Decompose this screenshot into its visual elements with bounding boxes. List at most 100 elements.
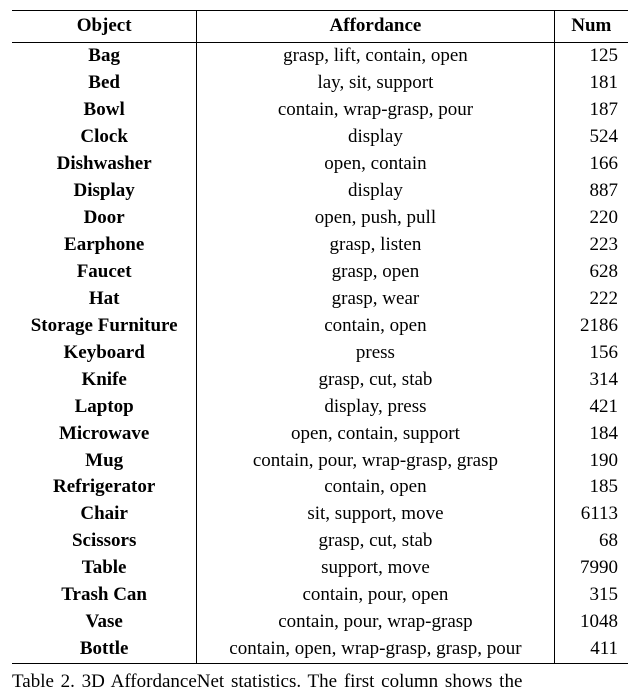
cell-object: Microwave <box>12 421 197 448</box>
table-row: Baggrasp, lift, contain, open125 <box>12 42 628 69</box>
cell-affordance: contain, pour, open <box>197 582 554 609</box>
cell-object: Bag <box>12 42 197 69</box>
affordance-table: Object Affordance Num Baggrasp, lift, co… <box>12 10 628 664</box>
table-row: Faucetgrasp, open628 <box>12 259 628 286</box>
col-header-object: Object <box>12 11 197 43</box>
cell-affordance: open, contain, support <box>197 421 554 448</box>
cell-affordance: open, push, pull <box>197 205 554 232</box>
cell-affordance: sit, support, move <box>197 501 554 528</box>
table-row: Storage Furniturecontain, open2186 <box>12 313 628 340</box>
cell-num: 2186 <box>554 313 628 340</box>
table-row: Earphonegrasp, listen223 <box>12 232 628 259</box>
cell-num: 6113 <box>554 501 628 528</box>
cell-affordance: support, move <box>197 555 554 582</box>
table-row: Displaydisplay887 <box>12 178 628 205</box>
cell-object: Keyboard <box>12 340 197 367</box>
cell-object: Mug <box>12 448 197 475</box>
cell-object: Chair <box>12 501 197 528</box>
cell-object: Refrigerator <box>12 474 197 501</box>
cell-affordance: contain, open <box>197 474 554 501</box>
cell-affordance: contain, open <box>197 313 554 340</box>
cell-num: 185 <box>554 474 628 501</box>
table-row: Refrigeratorcontain, open185 <box>12 474 628 501</box>
table-header-row: Object Affordance Num <box>12 11 628 43</box>
page: Object Affordance Num Baggrasp, lift, co… <box>0 0 640 695</box>
cell-affordance: display <box>197 124 554 151</box>
cell-object: Faucet <box>12 259 197 286</box>
cell-num: 1048 <box>554 609 628 636</box>
table-row: Knifegrasp, cut, stab314 <box>12 367 628 394</box>
table-row: Keyboardpress156 <box>12 340 628 367</box>
cell-num: 411 <box>554 636 628 663</box>
cell-affordance: contain, open, wrap-grasp, grasp, pour <box>197 636 554 663</box>
cell-affordance: grasp, lift, contain, open <box>197 42 554 69</box>
cell-object: Display <box>12 178 197 205</box>
table-row: Vasecontain, pour, wrap-grasp1048 <box>12 609 628 636</box>
cell-object: Storage Furniture <box>12 313 197 340</box>
cell-affordance: grasp, listen <box>197 232 554 259</box>
table-row: Dishwasheropen, contain166 <box>12 151 628 178</box>
cell-num: 222 <box>554 286 628 313</box>
table-row: Chairsit, support, move6113 <box>12 501 628 528</box>
cell-affordance: grasp, cut, stab <box>197 367 554 394</box>
cell-object: Door <box>12 205 197 232</box>
table-row: Scissorsgrasp, cut, stab68 <box>12 528 628 555</box>
table-body: Baggrasp, lift, contain, open125 Bedlay,… <box>12 42 628 663</box>
cell-num: 421 <box>554 394 628 421</box>
cell-affordance: grasp, cut, stab <box>197 528 554 555</box>
table-row: Bedlay, sit, support181 <box>12 70 628 97</box>
table-row: Trash Cancontain, pour, open315 <box>12 582 628 609</box>
table-row: Microwaveopen, contain, support184 <box>12 421 628 448</box>
cell-num: 68 <box>554 528 628 555</box>
col-header-affordance: Affordance <box>197 11 554 43</box>
cell-object: Scissors <box>12 528 197 555</box>
cell-object: Knife <box>12 367 197 394</box>
cell-num: 314 <box>554 367 628 394</box>
cell-affordance: contain, pour, wrap-grasp <box>197 609 554 636</box>
cell-num: 156 <box>554 340 628 367</box>
cell-affordance: display, press <box>197 394 554 421</box>
cell-num: 628 <box>554 259 628 286</box>
cell-num: 181 <box>554 70 628 97</box>
cell-object: Table <box>12 555 197 582</box>
table-row: Dooropen, push, pull220 <box>12 205 628 232</box>
cell-num: 187 <box>554 97 628 124</box>
table-row: Bowlcontain, wrap-grasp, pour187 <box>12 97 628 124</box>
cell-num: 887 <box>554 178 628 205</box>
col-header-num: Num <box>554 11 628 43</box>
cell-num: 7990 <box>554 555 628 582</box>
cell-object: Dishwasher <box>12 151 197 178</box>
cell-affordance: grasp, wear <box>197 286 554 313</box>
cell-affordance: grasp, open <box>197 259 554 286</box>
cell-object: Bottle <box>12 636 197 663</box>
table-row: Clockdisplay524 <box>12 124 628 151</box>
cell-num: 220 <box>554 205 628 232</box>
cell-affordance: display <box>197 178 554 205</box>
cell-num: 190 <box>554 448 628 475</box>
cell-num: 223 <box>554 232 628 259</box>
table-row: Bottlecontain, open, wrap-grasp, grasp, … <box>12 636 628 663</box>
cell-num: 315 <box>554 582 628 609</box>
cell-object: Bed <box>12 70 197 97</box>
cell-object: Bowl <box>12 97 197 124</box>
cell-affordance: lay, sit, support <box>197 70 554 97</box>
cell-object: Laptop <box>12 394 197 421</box>
cell-object: Earphone <box>12 232 197 259</box>
cell-num: 125 <box>554 42 628 69</box>
table-row: Mugcontain, pour, wrap-grasp, grasp190 <box>12 448 628 475</box>
table-row: Tablesupport, move7990 <box>12 555 628 582</box>
cell-num: 184 <box>554 421 628 448</box>
cell-affordance: contain, pour, wrap-grasp, grasp <box>197 448 554 475</box>
cell-affordance: press <box>197 340 554 367</box>
cell-affordance: contain, wrap-grasp, pour <box>197 97 554 124</box>
table-caption: Table 2. 3D AffordanceNet statistics. Th… <box>12 664 628 695</box>
cell-affordance: open, contain <box>197 151 554 178</box>
table-row: Laptopdisplay, press421 <box>12 394 628 421</box>
table-row: Hatgrasp, wear222 <box>12 286 628 313</box>
cell-object: Vase <box>12 609 197 636</box>
cell-num: 524 <box>554 124 628 151</box>
cell-object: Clock <box>12 124 197 151</box>
cell-num: 166 <box>554 151 628 178</box>
cell-object: Hat <box>12 286 197 313</box>
cell-object: Trash Can <box>12 582 197 609</box>
